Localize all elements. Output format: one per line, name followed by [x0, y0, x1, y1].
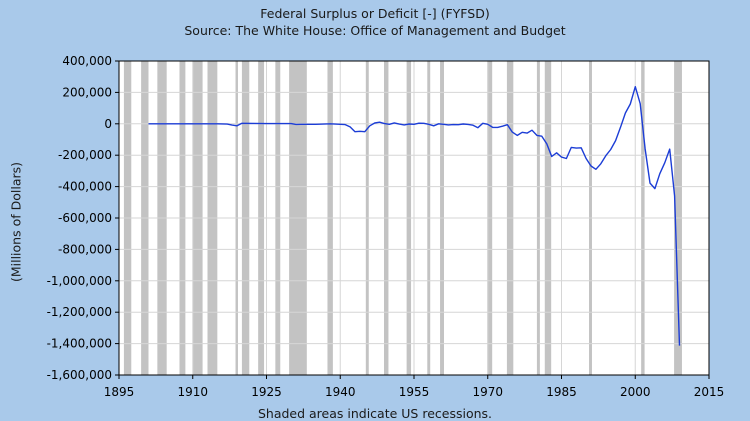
chart-subtitle: Source: The White House: Office of Manag…: [184, 23, 566, 38]
y-tick-label: 400,000: [62, 54, 112, 68]
chart-title: Federal Surplus or Deficit [-] (FYFSD): [260, 6, 490, 21]
axes: 400,000 200,000 0 -200,000 -400,000 -600,000 -…: [47, 54, 725, 399]
x-tick-label: 1985: [546, 385, 577, 399]
x-tick-label: 1955: [399, 385, 430, 399]
x-tick-label: 1895: [104, 385, 135, 399]
chart-footnote: Shaded areas indicate US recessions.: [257, 406, 493, 421]
x-tick-label: 1940: [325, 385, 356, 399]
series-layer: [148, 85, 681, 346]
y-tick-label: -1,400,000: [47, 337, 112, 351]
x-tick-label: 1970: [472, 385, 503, 399]
y-tick-label: -400,000: [58, 180, 112, 194]
series-line: [148, 85, 681, 346]
x-tick-label: 1910: [177, 385, 208, 399]
y-tick-label: -1,000,000: [47, 274, 112, 288]
y-tick-label: -1,200,000: [47, 305, 112, 319]
y-tick-label: -1,600,000: [47, 368, 112, 382]
x-tick-label: 1925: [251, 385, 282, 399]
y-tick-label: -600,000: [58, 211, 112, 225]
y-tick-label: -200,000: [58, 148, 112, 162]
x-tick-label: 2000: [620, 385, 651, 399]
x-tick-label: 2015: [694, 385, 725, 399]
y-tick-label: -800,000: [58, 242, 112, 256]
y-tick-label: 200,000: [62, 85, 112, 99]
y-tick-label: 0: [104, 117, 112, 131]
